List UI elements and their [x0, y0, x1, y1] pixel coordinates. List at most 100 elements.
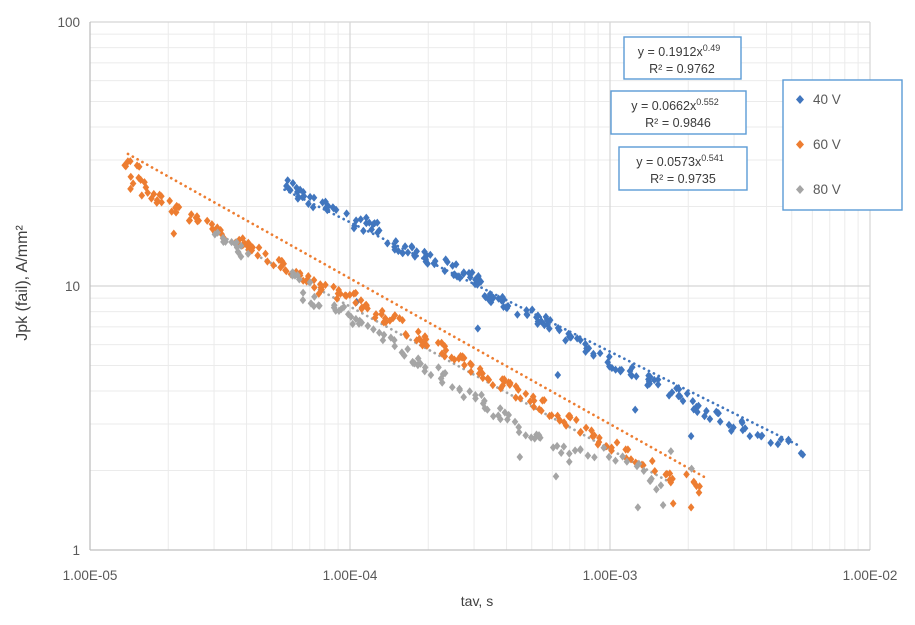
data-point	[411, 359, 418, 368]
data-point	[419, 341, 426, 350]
data-point	[441, 342, 449, 351]
data-point	[340, 302, 348, 312]
data-point	[689, 397, 697, 406]
data-point	[335, 306, 343, 315]
data-point	[654, 380, 662, 389]
data-point	[675, 392, 682, 401]
data-point	[427, 250, 434, 259]
data-point	[330, 282, 337, 291]
gridlines-layer	[89, 21, 871, 551]
data-point	[739, 426, 747, 435]
data-point	[539, 396, 546, 405]
data-point	[667, 478, 675, 487]
data-point	[582, 423, 590, 432]
data-point	[172, 203, 179, 212]
data-point	[646, 476, 654, 485]
data-point	[690, 477, 698, 486]
data-point	[589, 432, 596, 441]
data-point	[127, 172, 135, 181]
data-point	[450, 270, 457, 280]
data-point	[449, 261, 456, 270]
data-point	[486, 290, 494, 299]
data-point	[399, 316, 406, 325]
data-point	[292, 267, 300, 276]
equation-40v: y = 0.1912x0.49	[638, 43, 721, 59]
x-tick-1e-4: 1.00E-04	[323, 568, 378, 583]
series-60v	[121, 157, 703, 512]
data-point	[452, 260, 460, 269]
y-tick-10: 10	[65, 279, 80, 294]
data-point	[122, 162, 130, 171]
outlier-point	[687, 432, 695, 441]
data-point	[366, 218, 373, 227]
outlier-point	[687, 503, 695, 512]
data-point	[466, 273, 474, 282]
data-point	[316, 301, 323, 310]
data-point	[600, 443, 608, 452]
data-point	[374, 218, 381, 227]
data-point	[352, 298, 359, 307]
data-point	[357, 296, 365, 305]
data-point	[401, 242, 409, 251]
data-point	[627, 370, 635, 379]
data-point	[352, 314, 360, 324]
outlier-point	[554, 370, 562, 380]
data-point	[511, 417, 519, 426]
data-point	[633, 372, 640, 381]
data-point	[557, 448, 565, 457]
data-point	[435, 363, 442, 372]
data-point	[622, 445, 629, 454]
equation-box-60v: y = 0.0662x0.552 R² = 0.9846	[610, 90, 747, 135]
data-point	[421, 332, 429, 341]
data-point	[335, 285, 342, 295]
data-point	[449, 383, 456, 392]
data-point	[591, 453, 598, 462]
data-point	[166, 196, 173, 205]
trendline-60v	[126, 152, 706, 479]
data-point	[391, 336, 398, 345]
equation-60v: y = 0.0662x0.552	[631, 97, 719, 113]
data-point	[332, 306, 339, 315]
data-point	[489, 381, 497, 390]
data-point	[716, 417, 724, 426]
x-tick-1e-3: 1.00E-03	[583, 568, 638, 583]
data-point	[245, 238, 252, 247]
data-point	[234, 247, 242, 256]
data-point	[633, 462, 641, 471]
y-tick-1: 1	[72, 543, 80, 558]
data-point	[289, 271, 296, 280]
data-point	[442, 346, 450, 355]
data-point	[455, 354, 463, 363]
data-point	[534, 319, 541, 328]
data-point	[496, 404, 504, 413]
legend-marker-80v-diamond-icon	[796, 185, 804, 194]
data-point	[706, 414, 714, 424]
data-point	[294, 194, 302, 203]
data-point	[357, 215, 364, 224]
data-point	[311, 292, 318, 301]
outlier-point	[659, 501, 667, 510]
data-point	[451, 355, 458, 364]
outlier-point	[552, 472, 560, 481]
data-point	[305, 199, 312, 208]
data-point	[427, 370, 435, 380]
data-point	[645, 377, 653, 386]
outlier-point	[631, 405, 639, 414]
data-point	[560, 442, 568, 451]
data-point	[476, 364, 484, 373]
data-point	[497, 415, 504, 424]
data-point	[484, 405, 491, 414]
data-point	[248, 242, 255, 251]
data-point	[255, 243, 263, 252]
data-point	[535, 433, 543, 442]
data-point	[499, 381, 506, 390]
data-point	[324, 206, 331, 215]
data-point	[529, 392, 537, 401]
data-point	[341, 291, 349, 300]
data-point	[590, 351, 597, 360]
data-point	[512, 382, 520, 391]
data-point	[725, 420, 733, 429]
data-point	[495, 411, 502, 420]
data-point	[485, 375, 493, 384]
data-point	[275, 255, 283, 264]
